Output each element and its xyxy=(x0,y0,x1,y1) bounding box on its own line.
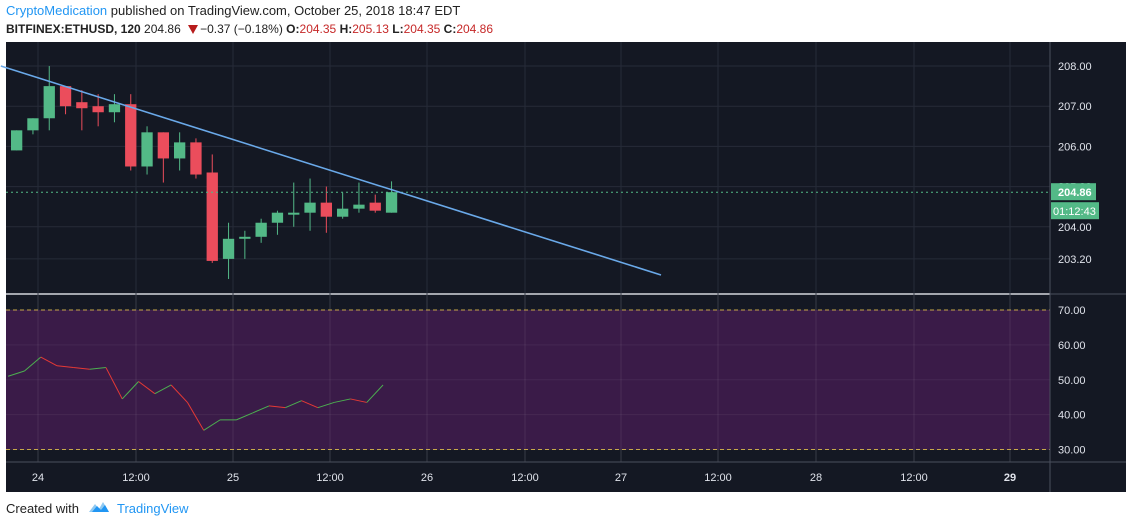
price-tick-label: 206.00 xyxy=(1058,141,1092,153)
candle xyxy=(27,118,39,131)
high-value: 205.13 xyxy=(352,22,389,36)
candle xyxy=(108,104,121,113)
trendline xyxy=(0,65,662,276)
price-tick-label: 204.00 xyxy=(1058,222,1092,234)
rsi-line-segment xyxy=(24,356,42,372)
countdown-tag xyxy=(1051,202,1099,220)
rsi-line-segment xyxy=(170,384,188,403)
rsi-line-segment xyxy=(252,405,270,414)
rsi-line-segment xyxy=(334,398,351,403)
x-tick-label: 26 xyxy=(421,472,433,484)
symbol-info-bar: BITFINEX:ETHUSD, 120 204.86 −0.37 (−0.18… xyxy=(6,22,493,36)
x-axis-panel xyxy=(6,462,1126,492)
open-label: O: xyxy=(286,22,300,36)
candle xyxy=(59,86,72,107)
tradingview-brand[interactable]: TradingView xyxy=(116,501,189,516)
y-axis-panel xyxy=(1050,42,1126,482)
x-tick-label: 25 xyxy=(227,472,239,484)
rsi-line-segment xyxy=(268,405,286,409)
rsi-line-segment xyxy=(105,367,123,400)
rsi-line-segment xyxy=(301,400,319,409)
candle xyxy=(337,208,349,217)
candle xyxy=(304,202,316,213)
candle xyxy=(385,192,398,213)
x-tick-label: 12:00 xyxy=(900,472,928,484)
last-price: 204.86 xyxy=(144,22,181,36)
rsi-band xyxy=(6,309,1050,450)
x-tick-label: 12:00 xyxy=(704,472,732,484)
rsi-line-segment xyxy=(73,367,90,370)
author-name[interactable]: CryptoMedication xyxy=(6,3,108,18)
rsi-line-segment xyxy=(89,367,107,370)
x-tick-label: 27 xyxy=(615,472,627,484)
candle xyxy=(288,212,300,215)
low-label: L: xyxy=(392,22,404,36)
high-label: H: xyxy=(339,22,353,36)
candle xyxy=(157,132,169,159)
rsi-line-segment xyxy=(317,401,335,409)
rsi-line-segment xyxy=(121,381,139,400)
x-tick-label: 29 xyxy=(1004,472,1016,484)
rsi-tick-label: 30.00 xyxy=(1058,445,1086,457)
symbol-label: BITFINEX:ETHUSD, 120 xyxy=(6,22,141,36)
rsi-line-segment xyxy=(7,370,25,377)
tradingview-cloud-icon xyxy=(87,500,111,517)
x-tick-label: 12:00 xyxy=(122,472,150,484)
created-with-label: Created with xyxy=(6,501,79,516)
candle xyxy=(174,142,186,159)
price-tick-label: 207.00 xyxy=(1058,101,1092,113)
candle xyxy=(353,204,365,209)
price-change: −0.37 (−0.18%) xyxy=(200,22,283,36)
countdown-tag-label: 01:12:43 xyxy=(1053,206,1096,218)
candle xyxy=(320,202,332,217)
rsi-line-segment xyxy=(40,356,58,367)
candle xyxy=(76,102,88,109)
rsi-line-segment xyxy=(285,400,302,409)
rsi-line-segment xyxy=(236,412,253,421)
rsi-line-segment xyxy=(56,365,74,369)
price-pane xyxy=(6,42,1050,293)
low-value: 204.35 xyxy=(403,22,441,36)
x-tick-label: 28 xyxy=(810,472,822,484)
candle xyxy=(271,212,284,223)
x-tick-label: 12:00 xyxy=(316,472,344,484)
published-text: published on TradingView.com, October 25… xyxy=(110,3,461,18)
candle xyxy=(125,104,137,167)
price-chart[interactable]: 24 12:00 25 12:00 26 12:00 27 12:00 28 12:00 29 208… xyxy=(0,42,1126,492)
open-value: 204.35 xyxy=(299,22,337,36)
candle xyxy=(369,202,381,211)
close-label: C: xyxy=(443,22,457,36)
publish-info: CryptoMedication published on TradingVie… xyxy=(6,3,460,18)
candle xyxy=(43,86,55,119)
candle xyxy=(206,172,218,261)
down-triangle-icon xyxy=(188,25,199,34)
rsi-line-segment xyxy=(366,384,384,403)
candle xyxy=(92,106,104,113)
rsi-line-segment xyxy=(154,384,172,395)
rsi-line-segment xyxy=(138,381,156,395)
rsi-line-segment xyxy=(203,419,221,431)
footer: Created with TradingView xyxy=(6,500,189,517)
rsi-tick-label: 70.00 xyxy=(1058,305,1086,317)
x-tick-label: 24 xyxy=(32,472,44,484)
candle xyxy=(190,142,202,175)
rsi-line-segment xyxy=(187,402,205,431)
rsi-tick-label: 50.00 xyxy=(1058,375,1086,387)
rsi-tick-label: 40.00 xyxy=(1058,410,1086,422)
price-tick-label: 203.20 xyxy=(1058,254,1092,266)
rsi-line-segment xyxy=(350,398,367,403)
current-price-tag-label: 204.86 xyxy=(1058,187,1092,199)
candle xyxy=(255,222,267,237)
candle xyxy=(222,238,235,259)
current-price-tag xyxy=(1051,183,1096,201)
candle xyxy=(239,236,251,239)
rsi-tick-label: 60.00 xyxy=(1058,340,1086,352)
candle xyxy=(141,132,153,167)
candle xyxy=(11,130,23,151)
price-tick-label: 208.00 xyxy=(1058,61,1092,73)
close-value: 204.86 xyxy=(456,22,494,36)
x-tick-label: 12:00 xyxy=(511,472,539,484)
